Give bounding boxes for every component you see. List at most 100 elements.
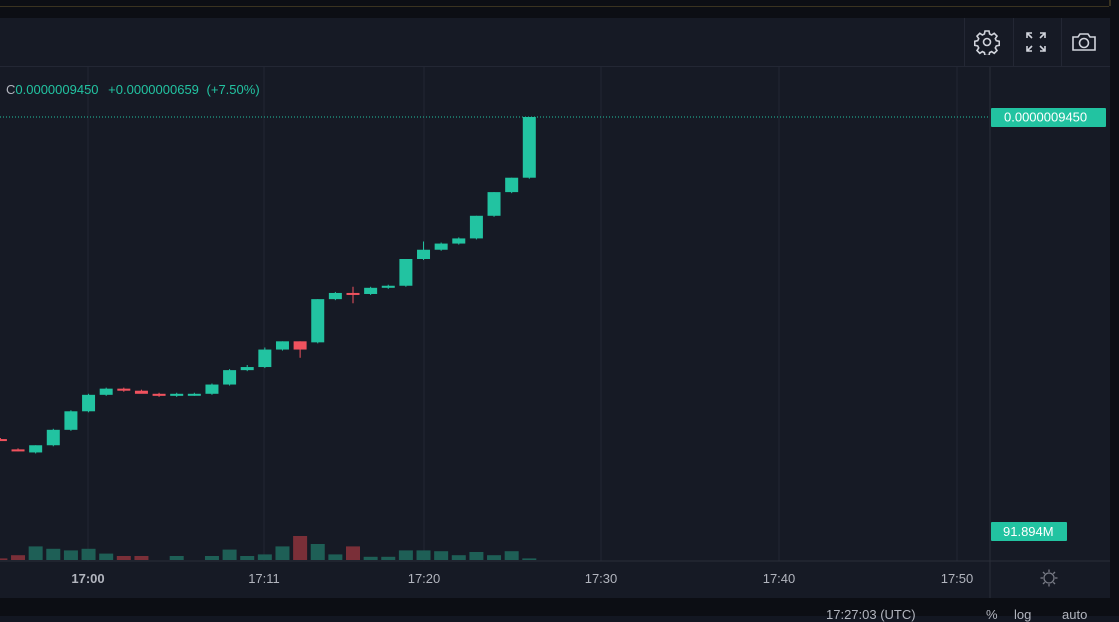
time-tick-label: 17:20 (408, 571, 441, 586)
candle-body (46, 429, 60, 446)
candle-body (434, 243, 448, 250)
candle-body (223, 370, 237, 385)
candle-body (240, 367, 254, 371)
volume-bar (222, 549, 237, 560)
last-price-label: 0.0000009450 (1004, 110, 1087, 125)
toolbar-separator (964, 18, 965, 66)
candle-body (152, 393, 166, 396)
candle-body (364, 287, 378, 294)
right-edge (1110, 18, 1119, 598)
settings-button[interactable] (966, 24, 1008, 60)
ohlc-legend: C0.0000009450 +0.0000000659 (+7.50%) (6, 82, 260, 97)
snapshot-button[interactable] (1063, 24, 1105, 60)
volume-bar (275, 546, 290, 560)
volume-bar (63, 550, 78, 560)
change-percent: (+7.50%) (206, 82, 260, 97)
candle-body (381, 285, 395, 288)
candle-body (522, 117, 536, 178)
gear-icon (974, 30, 1000, 55)
volume-label: 91.894M (1003, 524, 1054, 539)
chart-toolbar (0, 18, 1110, 67)
volume-bar (398, 550, 413, 560)
volume-bar (363, 556, 378, 560)
camera-icon (1072, 33, 1096, 51)
chart-panel[interactable]: 0.0000009450 91.894M 17:00 17:11 17:20 17:30 1… (0, 18, 1110, 598)
volume-label-bg (991, 522, 1067, 541)
time-tick-label: 17:50 (941, 571, 974, 586)
candle-body (469, 215, 483, 239)
volume-bar (0, 558, 8, 560)
volume-bar (28, 546, 43, 560)
candle-body (170, 393, 184, 396)
candle-body (64, 411, 78, 430)
volume-bar (310, 544, 325, 560)
volume-bar (469, 552, 484, 560)
volume-bar (204, 556, 219, 560)
top-strip (0, 0, 1119, 18)
auto-toggle[interactable]: auto (1062, 607, 1088, 622)
candle-body (417, 249, 431, 259)
fullscreen-button[interactable] (1015, 24, 1057, 60)
axis-settings-icon-tooth (1052, 571, 1056, 575)
close-value: 0.0000009450 (15, 82, 99, 97)
candlestick-chart[interactable]: 0.0000009450 91.894M 17:00 17:11 17:20 17:30 1… (0, 18, 1110, 598)
volume-bar (416, 550, 431, 560)
candle-body (11, 449, 25, 452)
close-label: C (6, 82, 16, 97)
volume-bar (46, 548, 61, 560)
volume-bar (328, 554, 343, 560)
candle-body (0, 439, 7, 442)
toolbar-separator (1061, 18, 1062, 66)
time-tick-label: 17:11 (248, 571, 280, 586)
time-tick-label: 17:30 (585, 571, 618, 586)
axis-settings-icon-tooth (1052, 581, 1056, 585)
candle-body (117, 388, 131, 391)
candle-body (134, 390, 148, 394)
bottom-status-bar: 17:27:03 (UTC) % log auto (0, 598, 1119, 622)
candle-body (275, 341, 289, 350)
fullscreen-icon (1026, 32, 1046, 52)
volume-bar (522, 558, 537, 560)
candle-body (205, 384, 219, 394)
axis-settings-icon-tooth (1042, 571, 1046, 575)
candle-body (311, 299, 325, 343)
volume-bar (257, 554, 272, 560)
candle-body (452, 238, 466, 244)
volume-bar (293, 536, 308, 560)
toolbar-separator (1013, 18, 1014, 66)
candle-body (487, 192, 501, 216)
axis-settings-icon-ring (1043, 572, 1055, 584)
clock-text: 17:27:03 (UTC) (826, 607, 916, 622)
last-price-label-bg (991, 108, 1106, 127)
time-tick-label: 17:00 (71, 571, 104, 586)
volume-bar (381, 556, 396, 560)
axis-settings-icon (1040, 569, 1058, 587)
candle-body (82, 394, 96, 412)
candle-body (187, 393, 201, 396)
candle-body (29, 445, 43, 453)
volume-bar (11, 555, 26, 560)
candle-body (399, 259, 413, 286)
volume-bar (451, 555, 466, 560)
volume-bar (487, 555, 502, 560)
percent-toggle[interactable]: % (986, 607, 998, 622)
volume-bar (434, 551, 449, 560)
volume-bar (240, 556, 255, 560)
axis-settings-icon-tooth (1042, 581, 1046, 585)
candle-body (346, 292, 360, 295)
candle-body (99, 388, 113, 395)
volume-bar (346, 546, 360, 560)
candle-body (258, 349, 272, 368)
volume-bar (504, 551, 519, 560)
volume-bar (116, 556, 131, 560)
volume-bar (81, 548, 96, 560)
volume-bar (169, 556, 184, 560)
candle-body (328, 292, 342, 300)
change-value: +0.0000000659 (108, 82, 199, 97)
time-tick-label: 17:40 (763, 571, 796, 586)
volume-bar (134, 556, 149, 560)
candle-body (293, 341, 307, 350)
candle-body (505, 177, 519, 193)
log-toggle[interactable]: log (1014, 607, 1032, 622)
volume-bar (99, 553, 114, 560)
